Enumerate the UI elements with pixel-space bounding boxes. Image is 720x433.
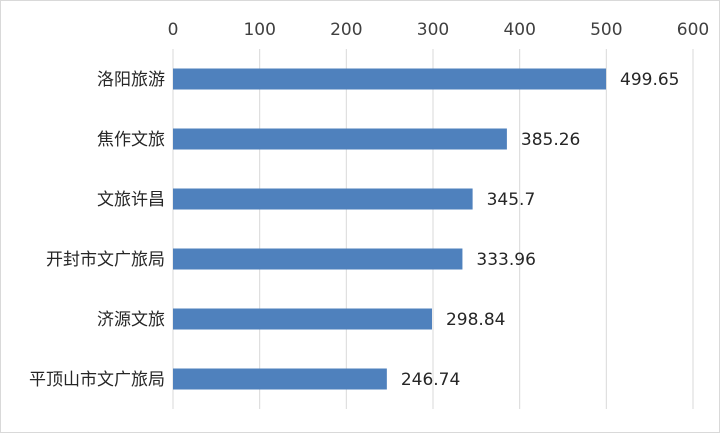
value-label-6: 246.74 xyxy=(401,370,460,390)
value-labels: 499.65 385.26 345.7 333.96 298.84 246.74 xyxy=(401,70,680,390)
x-tick-label-400: 400 xyxy=(503,20,535,40)
x-tick-label-300: 300 xyxy=(417,20,449,40)
category-label-6: 平顶山市文广旅局 xyxy=(29,370,165,390)
bars xyxy=(173,68,607,390)
value-label-3: 345.7 xyxy=(487,190,536,210)
x-axis-ticks: 0 100 200 300 400 500 600 xyxy=(168,20,710,40)
bar-3 xyxy=(173,188,473,210)
bar-6 xyxy=(173,368,387,390)
x-tick-label-100: 100 xyxy=(243,20,275,40)
category-label-2: 焦作文旅 xyxy=(97,130,165,150)
x-tick-label-200: 200 xyxy=(330,20,362,40)
bar-4 xyxy=(173,248,463,270)
gridlines xyxy=(172,49,694,409)
bar-2 xyxy=(173,128,507,150)
x-tick-label-0: 0 xyxy=(168,20,179,40)
value-label-5: 298.84 xyxy=(446,310,505,330)
category-label-3: 文旅许昌 xyxy=(97,190,165,210)
x-tick-label-600: 600 xyxy=(677,20,709,40)
value-label-1: 499.65 xyxy=(620,70,679,90)
bar-1 xyxy=(173,68,607,90)
value-label-4: 333.96 xyxy=(476,250,535,270)
value-label-2: 385.26 xyxy=(521,130,580,150)
x-tick-label-500: 500 xyxy=(590,20,622,40)
category-label-5: 济源文旅 xyxy=(97,310,165,330)
category-label-4: 开封市文广旅局 xyxy=(46,250,165,270)
category-label-1: 洛阳旅游 xyxy=(97,70,165,90)
bar-5 xyxy=(173,308,432,330)
